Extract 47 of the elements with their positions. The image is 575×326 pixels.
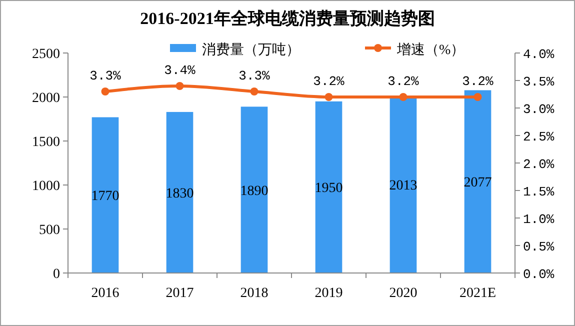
point xyxy=(101,88,110,96)
point xyxy=(250,88,258,96)
data-label: 2077 xyxy=(464,176,492,191)
data-label: 3.3% xyxy=(238,68,270,84)
x-tick-label: 2018 xyxy=(240,286,268,301)
y2-tick-label: 2.0% xyxy=(523,157,554,172)
data-label: 3.3% xyxy=(90,68,122,84)
bar xyxy=(166,112,194,273)
data-label: 1950 xyxy=(314,181,343,196)
y-tick-label: 1000 xyxy=(32,179,60,194)
point xyxy=(324,93,333,101)
y-tick-label: 1500 xyxy=(32,135,60,150)
data-label: 1890 xyxy=(240,184,268,199)
data-label: 3.2% xyxy=(313,74,345,89)
y2-tick-label: 0.5% xyxy=(523,240,554,254)
x-tick-label: 2020 xyxy=(389,286,418,301)
data-label: 1770 xyxy=(91,189,120,204)
data-label: 2013 xyxy=(389,178,418,194)
y-tick-label: 2000 xyxy=(32,91,60,106)
y2-tick-label: 0.0% xyxy=(523,267,554,282)
y2-tick-label: 1.0% xyxy=(523,212,554,227)
chart-title: 2016-2021年全球电缆消费量预测趋势图 xyxy=(140,9,435,28)
bar xyxy=(240,106,268,273)
legend-label: 增速（%） xyxy=(396,42,465,58)
y2-tick-label: 3.0% xyxy=(523,102,554,117)
point xyxy=(399,93,408,101)
data-label: 3.4% xyxy=(164,63,196,78)
x-tick-label: 2021E xyxy=(459,286,496,301)
x-tick-label: 2019 xyxy=(314,286,343,301)
bar xyxy=(464,90,492,273)
y-tick-label: 0 xyxy=(53,267,60,282)
x-tick-label: 2017 xyxy=(166,286,194,301)
legend-label: 消费量（万吨） xyxy=(202,42,300,58)
y2-tick-label: 2.5% xyxy=(523,130,554,144)
y-tick-label: 2500 xyxy=(32,47,60,62)
y-tick-label: 500 xyxy=(39,223,60,238)
bar xyxy=(315,101,342,273)
bar xyxy=(92,117,119,273)
x-tick-label: 2016 xyxy=(91,286,120,301)
point xyxy=(474,93,482,101)
y2-tick-label: 3.5% xyxy=(523,74,554,90)
y2-tick-label: 4.0% xyxy=(523,47,554,62)
data-label: 3.2% xyxy=(388,74,420,89)
y2-tick-label: 1.5% xyxy=(523,184,554,200)
data-label: 3.2% xyxy=(462,74,494,89)
data-label: 1830 xyxy=(166,186,194,202)
point xyxy=(176,82,184,90)
